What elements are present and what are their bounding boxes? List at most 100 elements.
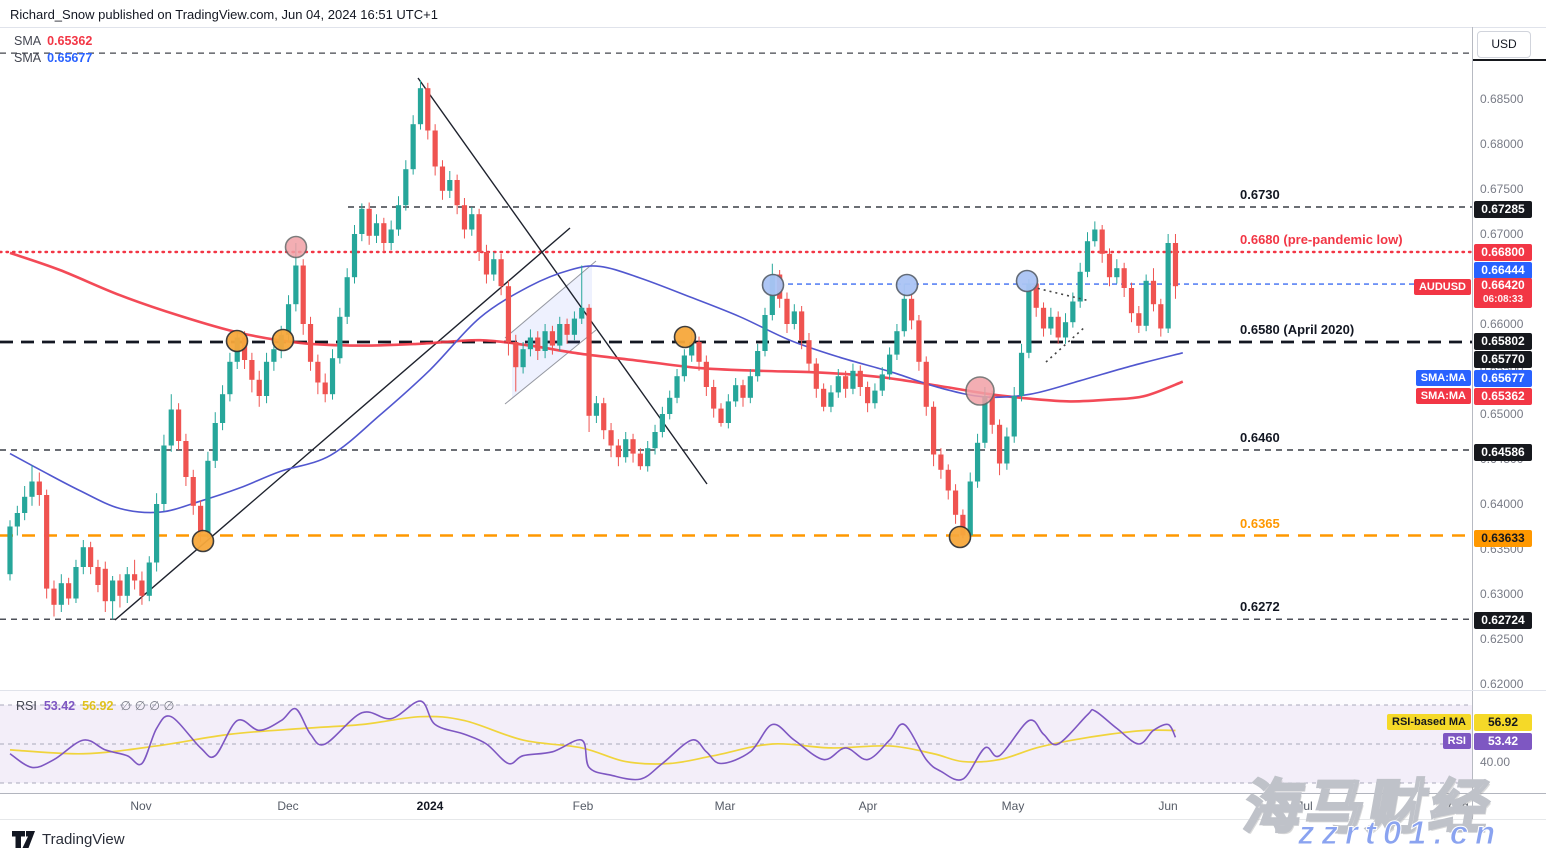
event-marker-orange[interactable] xyxy=(673,325,697,349)
candle-body xyxy=(219,394,226,423)
candle-body xyxy=(14,513,20,527)
month-label-Jul[interactable]: Jul xyxy=(1297,799,1313,813)
axis-tag-SMA:MA: SMA:MA xyxy=(1415,388,1471,404)
month-label-Apr[interactable]: Apr xyxy=(858,799,878,813)
tradingview-brand-text[interactable]: TradingView xyxy=(42,831,125,848)
candle-body xyxy=(66,583,72,599)
candle-body xyxy=(154,504,160,563)
candle-body xyxy=(139,580,145,596)
price-tick-0.67000: 0.67000 xyxy=(1480,227,1524,241)
candle-body xyxy=(520,349,526,368)
event-marker-orange[interactable] xyxy=(225,329,249,353)
tradingview-logo-icon[interactable] xyxy=(12,831,35,848)
rsi-line[interactable] xyxy=(9,700,1177,781)
event-marker-blue[interactable] xyxy=(1015,269,1039,293)
publish-byline: Richard_Snow published on TradingView.co… xyxy=(10,7,438,22)
candle-body xyxy=(1128,288,1135,314)
sma-legend-row-2[interactable]: SMA 0.65677 xyxy=(14,50,98,67)
candle-body xyxy=(645,448,651,467)
candle-body xyxy=(659,414,665,432)
candle-body xyxy=(945,469,951,491)
rsi-legend[interactable]: RSI 53.42 56.92 ∅ ∅ ∅ ∅ xyxy=(16,698,181,713)
candle-body xyxy=(1092,229,1098,242)
month-label-Nov[interactable]: Nov xyxy=(130,799,152,813)
sma1-value: 0.65362 xyxy=(47,34,93,48)
candle-body xyxy=(1070,301,1076,323)
candle-body xyxy=(329,358,336,395)
candle-body xyxy=(439,166,446,191)
sma-legend-row-1[interactable]: SMA 0.65362 xyxy=(14,33,98,50)
month-label-Dec[interactable]: Dec xyxy=(277,799,299,813)
candle-body xyxy=(271,349,277,362)
rsi-label: RSI xyxy=(16,699,37,713)
candle-body xyxy=(799,311,805,341)
candle-body xyxy=(696,342,702,362)
candle-body xyxy=(285,304,292,335)
candle-body xyxy=(1048,316,1054,329)
rsi-ma-value: 56.92 xyxy=(82,699,114,713)
candle-body xyxy=(29,481,35,497)
price-badge-0.66800: 0.66800 xyxy=(1474,243,1532,261)
candle-body xyxy=(359,208,365,234)
candle-body xyxy=(425,88,431,131)
candle-body xyxy=(1084,241,1091,272)
event-marker-orange[interactable] xyxy=(271,328,295,352)
price-tick-0.62000: 0.62000 xyxy=(1480,677,1524,691)
candle-body xyxy=(564,324,570,335)
event-marker-orange[interactable] xyxy=(191,529,215,553)
level-label-0.658: 0.6580 (April 2020) xyxy=(1240,322,1355,337)
sma2-label: SMA xyxy=(14,51,42,65)
event-marker-blue[interactable] xyxy=(895,273,919,297)
currency-toggle-button[interactable]: USD xyxy=(1477,31,1531,58)
candle-body xyxy=(513,342,519,368)
candle-body xyxy=(930,406,937,455)
candle-body xyxy=(674,376,680,398)
level-label-0.668: 0.6680 (pre-pandemic low) xyxy=(1240,232,1403,247)
sma2-value: 0.65677 xyxy=(47,51,93,65)
event-marker-pink[interactable] xyxy=(284,235,308,259)
month-label-Mar[interactable]: Mar xyxy=(714,799,736,813)
channel-line-2[interactable] xyxy=(504,329,597,405)
candle-body xyxy=(44,495,50,589)
pennant-line-1[interactable] xyxy=(1031,286,1091,302)
candle-body xyxy=(1165,243,1171,329)
trendline-1[interactable] xyxy=(114,227,571,621)
candle-body xyxy=(1136,313,1142,326)
month-label-Jun[interactable]: Jun xyxy=(1158,799,1178,813)
candle-body xyxy=(337,316,343,359)
price-tick-0.66000: 0.66000 xyxy=(1480,317,1524,331)
candle-body xyxy=(88,547,94,567)
candle-body xyxy=(1121,268,1127,288)
price-tick-0.64000: 0.64000 xyxy=(1480,497,1524,511)
channel-line-1[interactable] xyxy=(504,260,597,339)
candle-body xyxy=(850,370,856,389)
candle-body xyxy=(1004,436,1010,464)
candle-body xyxy=(58,583,64,605)
rsi-ma-line[interactable] xyxy=(9,715,1176,765)
candle-body xyxy=(351,234,358,278)
candle-body xyxy=(703,361,709,387)
event-marker-orange[interactable] xyxy=(948,525,972,549)
axis-tag-RSI-based MA: RSI-based MA xyxy=(1387,714,1471,730)
pane-separator[interactable] xyxy=(0,690,1546,691)
candle-body xyxy=(469,214,475,230)
event-marker-pink[interactable] xyxy=(965,376,995,406)
candle-body xyxy=(733,385,739,402)
candle-body xyxy=(828,392,834,407)
candle-body xyxy=(249,360,255,380)
month-label-May[interactable]: May xyxy=(1001,799,1025,813)
trendline-2[interactable] xyxy=(417,77,708,485)
price-badge-0.64586: 0.64586 xyxy=(1474,443,1532,461)
candle-body xyxy=(1114,268,1120,278)
month-label-Feb[interactable]: Feb xyxy=(572,799,594,813)
month-label-Aug[interactable]: Aug xyxy=(1447,799,1469,813)
sma-red-line[interactable] xyxy=(9,251,1184,403)
candle-body xyxy=(527,337,534,350)
candle-body xyxy=(843,376,849,389)
event-marker-blue[interactable] xyxy=(761,273,785,297)
header-divider xyxy=(0,27,1546,28)
month-label-2024[interactable]: 2024 xyxy=(416,799,444,813)
price-badge-0.65770: 0.65770 xyxy=(1474,350,1532,368)
